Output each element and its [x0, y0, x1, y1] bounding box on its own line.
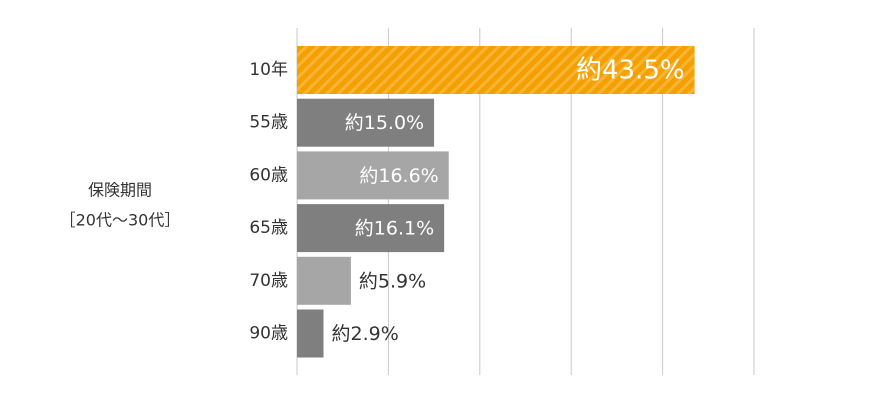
value-label: 約16.1% — [355, 218, 434, 240]
y-tick-label: 65歳 — [249, 218, 288, 238]
value-label: 約2.9% — [332, 323, 399, 345]
bar — [297, 309, 324, 358]
axis-label: ［20代～30代］ — [60, 211, 181, 230]
bar-hatch — [297, 46, 695, 94]
y-tick-label: 10年 — [249, 60, 288, 80]
bar — [297, 151, 449, 200]
value-label: 約16.6% — [359, 165, 438, 187]
bar — [297, 204, 445, 253]
y-tick-label: 70歳 — [249, 271, 288, 291]
y-tick-label: 55歳 — [249, 113, 288, 133]
axis-label: 保険期間 — [88, 181, 152, 200]
y-tick-label: 60歳 — [249, 165, 288, 185]
value-label: 約43.5% — [576, 56, 685, 86]
bar — [297, 98, 435, 147]
value-label: 約15.0% — [345, 112, 424, 134]
y-tick-label: 90歳 — [249, 324, 288, 344]
bar — [297, 256, 351, 305]
value-label: 約5.9% — [359, 270, 426, 292]
